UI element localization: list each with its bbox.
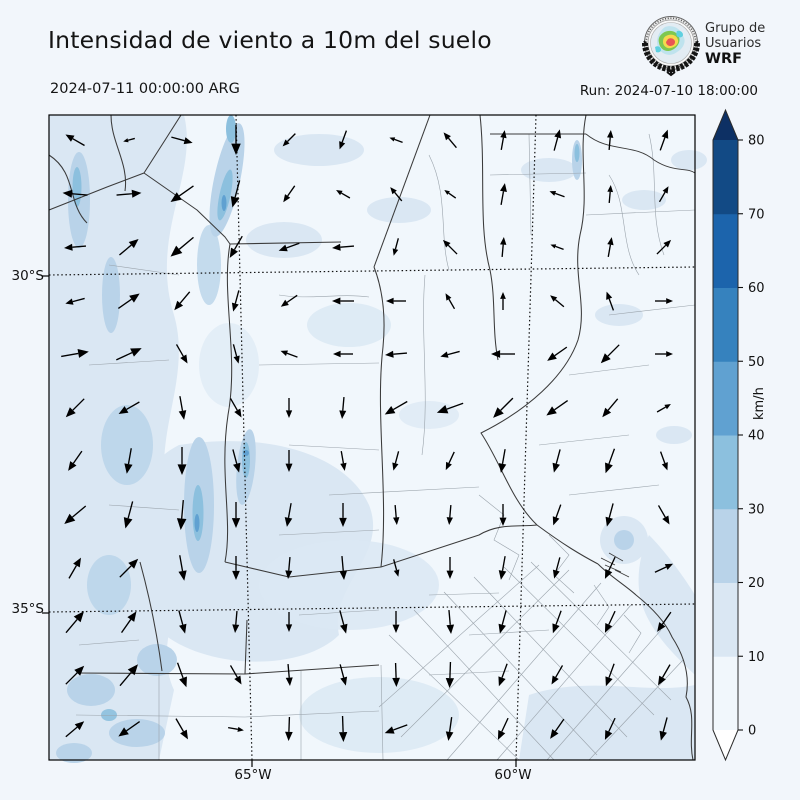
svg-text:70: 70	[748, 207, 765, 222]
page-title: Intensidad de viento a 10m del suelo	[48, 26, 492, 54]
xtick-60W: 60°W	[490, 767, 536, 783]
ytick-30S: 30°S	[6, 268, 44, 284]
logo-line-3: WRF	[705, 51, 765, 67]
run-time-label: Run: 2024-07-10 18:00:00	[580, 83, 758, 99]
wrf-logo-text: Grupo de Usuarios WRF	[705, 22, 765, 67]
svg-text:80: 80	[748, 134, 765, 149]
wrf-logo-icon	[641, 13, 701, 77]
colorbar-units-label: km/h	[752, 387, 767, 420]
svg-text:60: 60	[748, 281, 765, 296]
svg-text:50: 50	[748, 355, 765, 370]
logo-line-1: Grupo de	[705, 22, 765, 37]
svg-text:20: 20	[748, 576, 765, 591]
wind-map-plot	[49, 115, 695, 760]
logo-line-2: Usuarios	[705, 37, 765, 52]
valid-time-label: 2024-07-11 00:00:00 ARG	[50, 81, 240, 97]
ytick-35S: 35°S	[6, 601, 44, 617]
xtick-65W: 65°W	[230, 767, 276, 783]
svg-text:30: 30	[748, 502, 765, 517]
svg-text:10: 10	[748, 650, 765, 665]
wrf-wind-map-page: Intensidad de viento a 10m del suelo 202…	[0, 0, 800, 800]
svg-text:40: 40	[748, 429, 765, 444]
svg-text:0: 0	[748, 724, 756, 739]
colorbar: 0 10 20 30 40 50 60 70 80	[709, 106, 799, 786]
wrf-group-logo: Grupo de Usuarios WRF	[641, 13, 765, 77]
